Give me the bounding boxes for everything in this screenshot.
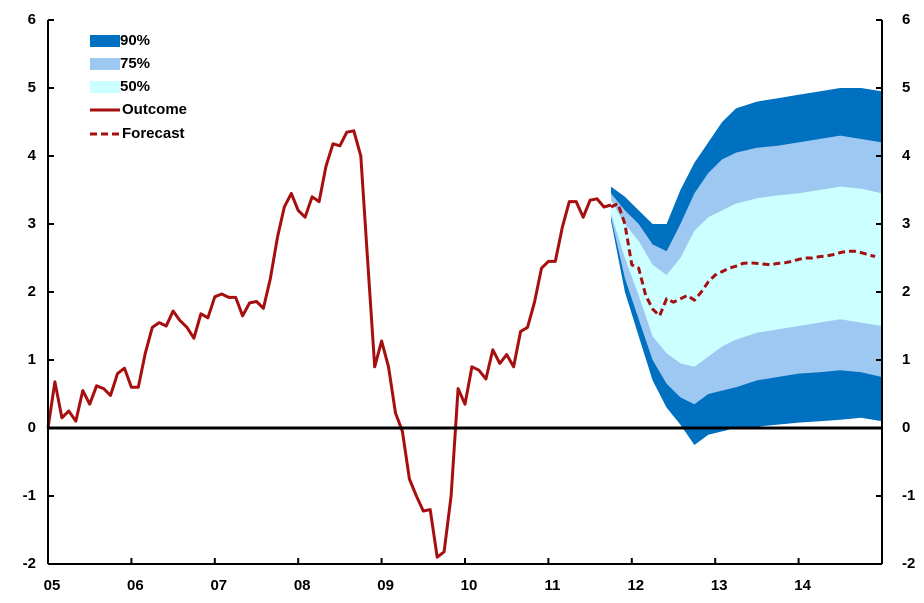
fan-band — [611, 186, 882, 367]
y-tick-label: -1 — [23, 487, 36, 504]
x-tick-label: 10 — [461, 577, 478, 594]
y-tick-label: 6 — [28, 11, 36, 28]
y2-tick-label: 5 — [902, 79, 910, 96]
x-tick-label: 05 — [44, 577, 61, 594]
legend-label: Forecast — [122, 125, 185, 142]
x-tick-label: 09 — [377, 577, 394, 594]
y2-tick-label: 1 — [902, 351, 910, 368]
y-tick-label: 2 — [28, 283, 36, 300]
legend-swatch — [90, 35, 120, 47]
y2-tick-label: 6 — [902, 11, 910, 28]
y2-tick-label: 0 — [902, 419, 910, 436]
y2-tick-label: -1 — [902, 487, 915, 504]
y2-tick-label: 4 — [902, 147, 911, 164]
legend-label: Outcome — [122, 101, 187, 118]
x-tick-label: 14 — [794, 577, 811, 594]
x-tick-label: 11 — [544, 577, 560, 594]
y-tick-label: 1 — [28, 351, 36, 368]
legend-label: 50% — [120, 78, 150, 95]
legend-label: 90% — [120, 32, 150, 49]
x-tick-label: 08 — [294, 577, 311, 594]
x-tick-label: 06 — [127, 577, 144, 594]
y-tick-label: 5 — [28, 79, 36, 96]
x-tick-label: 12 — [627, 577, 644, 594]
legend-swatch — [90, 58, 120, 70]
y-tick-label: 4 — [28, 147, 37, 164]
y2-tick-label: 3 — [902, 215, 910, 232]
y-tick-label: -2 — [23, 555, 36, 572]
forecast-line — [610, 202, 876, 318]
legend-label: 75% — [120, 55, 150, 72]
y2-tick-label: 2 — [902, 283, 910, 300]
y-tick-label: 3 — [28, 215, 36, 232]
y2-tick-label: -2 — [902, 555, 915, 572]
x-tick-label: 13 — [711, 577, 728, 594]
y-tick-label: 0 — [28, 419, 36, 436]
x-tick-label: 07 — [210, 577, 227, 594]
legend-swatch — [90, 81, 120, 93]
outcome-line — [46, 129, 612, 559]
